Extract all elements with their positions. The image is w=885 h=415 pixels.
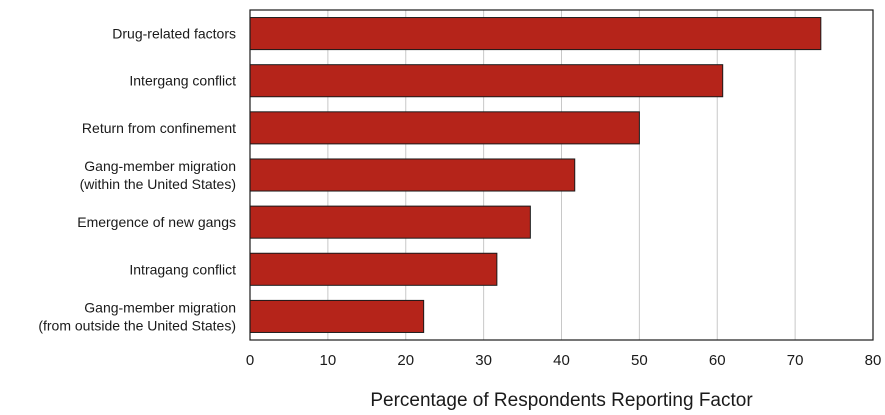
x-tick-label: 10 xyxy=(320,352,337,369)
x-tick-label: 60 xyxy=(709,352,726,369)
category-label: Intergang conflict xyxy=(129,73,236,89)
x-tick-label: 50 xyxy=(631,352,648,369)
category-label-line: (from outside the United States) xyxy=(38,317,236,333)
x-tick-label: 70 xyxy=(787,352,804,369)
bar xyxy=(249,299,425,333)
category-label-line: Intergang conflict xyxy=(129,73,236,89)
bar xyxy=(249,252,498,286)
category-label-line: Return from confinement xyxy=(82,120,236,136)
category-label-line: (within the United States) xyxy=(80,176,236,192)
bar xyxy=(249,64,724,98)
category-label-line: Drug-related factors xyxy=(112,26,236,42)
x-tick-label: 0 xyxy=(246,352,254,369)
category-label: Drug-related factors xyxy=(112,26,236,42)
category-label-line: Gang-member migration xyxy=(84,299,236,315)
category-label: Gang-member migration (within the United … xyxy=(80,158,236,192)
x-tick-label: 30 xyxy=(475,352,492,369)
plot-frame xyxy=(249,9,874,341)
bar xyxy=(249,17,822,51)
bar xyxy=(249,158,576,192)
category-label: Return from confinement xyxy=(82,120,236,136)
bar xyxy=(249,205,531,239)
category-label: Emergence of new gangs xyxy=(77,214,236,230)
x-tick-label: 40 xyxy=(553,352,570,369)
category-label-line: Intragang conflict xyxy=(129,261,236,277)
x-tick-labels: 0 10 20 30 40 50 60 70 80 xyxy=(246,352,882,369)
category-label-line: Emergence of new gangs xyxy=(77,214,236,230)
category-label: Intragang conflict xyxy=(129,261,236,277)
x-axis-title: Percentage of Respondents Reporting Fact… xyxy=(370,390,753,411)
bar-layer xyxy=(249,17,822,333)
category-label: Gang-member migration (from outside the U… xyxy=(38,299,236,333)
x-tick-label: 80 xyxy=(865,352,882,369)
x-tick-label: 20 xyxy=(397,352,414,369)
category-label-line: Gang-member migration xyxy=(84,158,236,174)
category-labels: Drug-related factors Intergang conflict Re… xyxy=(38,26,236,334)
bar xyxy=(249,111,640,145)
